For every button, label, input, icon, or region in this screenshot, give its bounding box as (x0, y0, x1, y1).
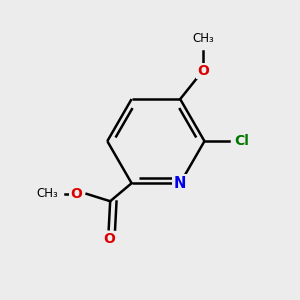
Text: Cl: Cl (235, 134, 249, 148)
Text: O: O (197, 64, 209, 78)
Text: O: O (103, 232, 115, 246)
Text: CH₃: CH₃ (192, 32, 214, 45)
Text: O: O (70, 187, 82, 201)
Text: N: N (174, 176, 186, 191)
Text: CH₃: CH₃ (36, 188, 58, 200)
